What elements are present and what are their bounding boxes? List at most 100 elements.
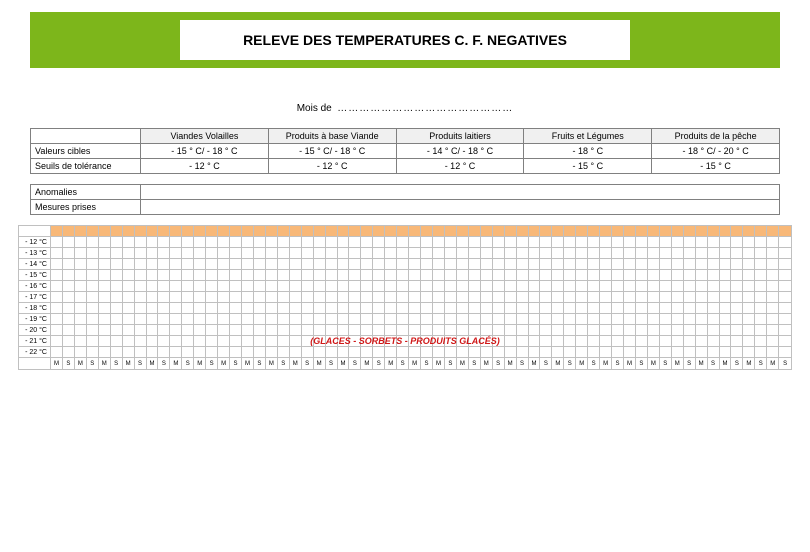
grid-cell	[731, 270, 743, 281]
grid-cell	[743, 281, 755, 292]
grid-header-cell	[612, 226, 624, 237]
grid-cell	[385, 259, 397, 270]
grid-cell	[743, 325, 755, 336]
grid-cell	[122, 303, 134, 314]
grid-cell	[158, 248, 170, 259]
grid-cell	[98, 259, 110, 270]
grid-cell	[588, 237, 600, 248]
grid-cell	[552, 325, 564, 336]
grid-header-cell	[337, 226, 349, 237]
grid-cell	[182, 248, 194, 259]
grid-cell	[707, 259, 719, 270]
grid-cell	[74, 281, 86, 292]
grid-header-cell	[253, 226, 265, 237]
grid-cell	[516, 303, 528, 314]
grid-cell	[337, 237, 349, 248]
grid-cell	[468, 336, 480, 347]
grid-cell	[480, 347, 492, 358]
grid-cell	[409, 248, 421, 259]
grid-cell	[444, 314, 456, 325]
grid-cell	[218, 248, 230, 259]
grid-cell	[707, 336, 719, 347]
grid-cell	[122, 347, 134, 358]
grid-cell	[600, 314, 612, 325]
grid-cell	[265, 292, 277, 303]
grid-header-cell	[492, 226, 504, 237]
grid-header-cell	[635, 226, 647, 237]
grid-cell	[647, 237, 659, 248]
axis-cell: M	[265, 358, 277, 370]
ylabel: - 12 °C	[19, 237, 51, 248]
grid-cell	[337, 292, 349, 303]
grid-cell	[74, 314, 86, 325]
grid-cell	[373, 248, 385, 259]
grid-cell	[659, 303, 671, 314]
grid-cell	[289, 314, 301, 325]
grid-cell	[110, 248, 122, 259]
grid-header-cell	[552, 226, 564, 237]
grid-cell	[468, 259, 480, 270]
grid-cell	[421, 237, 433, 248]
grid-header-cell	[134, 226, 146, 237]
grid-cell	[301, 314, 313, 325]
grid-header-cell	[170, 226, 182, 237]
mesures-value	[141, 200, 780, 215]
grid-cell	[265, 281, 277, 292]
grid-cell	[182, 270, 194, 281]
grid-cell	[504, 336, 516, 347]
axis-cell: S	[301, 358, 313, 370]
cell: - 15 ° C	[652, 159, 780, 174]
grid-cell	[707, 270, 719, 281]
grid-cell	[51, 270, 63, 281]
grid-cell	[695, 303, 707, 314]
grid-cell	[349, 237, 361, 248]
grid-cell	[719, 281, 731, 292]
axis-cell: M	[719, 358, 731, 370]
grid-cell	[146, 259, 158, 270]
grid-cell	[206, 248, 218, 259]
categories-table: Viandes Volailles Produits à base Viande…	[30, 128, 780, 174]
grid-header-cell	[98, 226, 110, 237]
grid-header-cell	[743, 226, 755, 237]
grid-header-cell	[421, 226, 433, 237]
grid-cell	[373, 270, 385, 281]
grid-cell	[325, 314, 337, 325]
grid-cell	[265, 237, 277, 248]
grid-cell	[325, 248, 337, 259]
grid-cell	[779, 281, 792, 292]
grid-cell	[122, 248, 134, 259]
grid-cell	[707, 248, 719, 259]
grid-header-cell	[194, 226, 206, 237]
grid-cell	[564, 303, 576, 314]
axis-cell: M	[194, 358, 206, 370]
grid-cell	[612, 347, 624, 358]
grid-cell	[456, 237, 468, 248]
grid-cell	[564, 292, 576, 303]
grid-cell	[253, 303, 265, 314]
grid-cell	[695, 292, 707, 303]
grid-cell	[337, 325, 349, 336]
grid-cell	[325, 259, 337, 270]
grid-row: - 15 °C	[19, 270, 792, 281]
grid-cell	[624, 303, 636, 314]
grid-cell	[456, 270, 468, 281]
grid-cell	[313, 347, 325, 358]
grid-cell	[564, 347, 576, 358]
grid-cell	[301, 303, 313, 314]
grid-cell	[373, 303, 385, 314]
grid-cell	[779, 248, 792, 259]
grid-cell	[528, 281, 540, 292]
grid-cell	[719, 303, 731, 314]
grid-cell	[349, 281, 361, 292]
axis-cell: M	[385, 358, 397, 370]
grid-cell	[671, 259, 683, 270]
axis-cell: S	[325, 358, 337, 370]
grid-cell	[265, 325, 277, 336]
grid-cell	[647, 259, 659, 270]
grid-cell	[86, 248, 98, 259]
grid-cell	[373, 347, 385, 358]
grid-cell	[516, 336, 528, 347]
grid-cell	[683, 325, 695, 336]
grid-cell	[242, 303, 254, 314]
grid-cell	[624, 281, 636, 292]
